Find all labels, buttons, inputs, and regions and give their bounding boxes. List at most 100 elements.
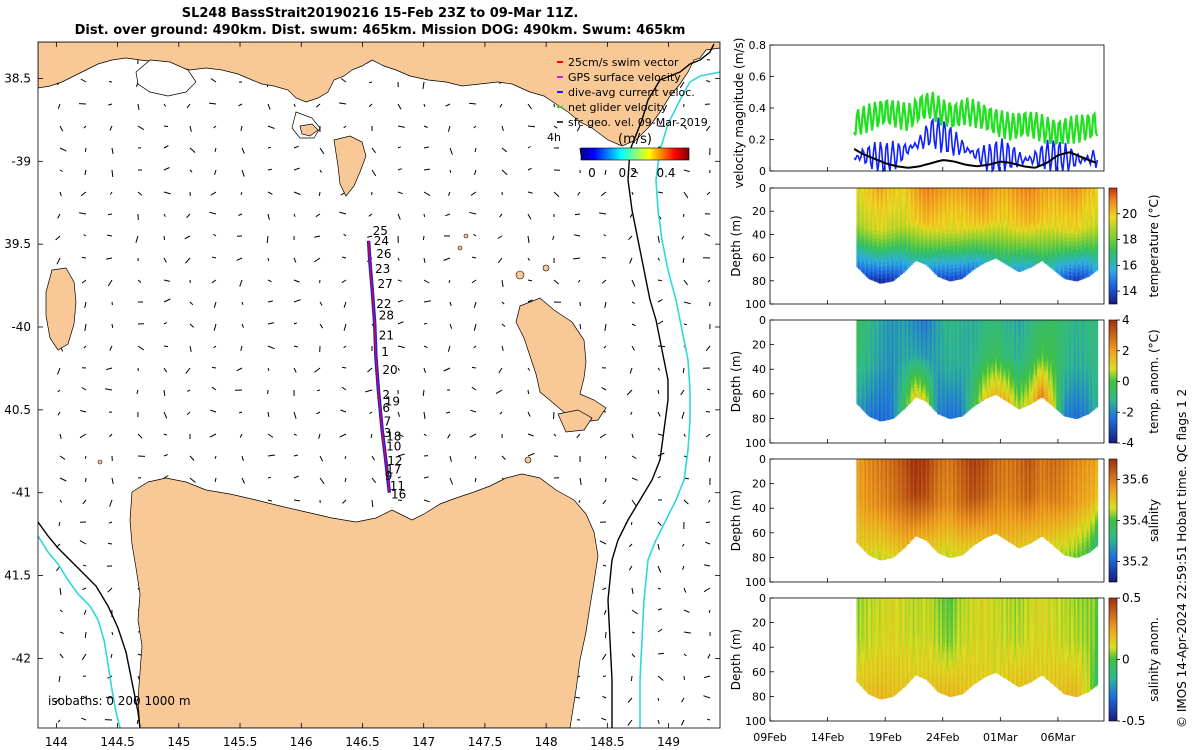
velocity-arrow — [424, 323, 427, 324]
velocity-ytick-label: 0.2 — [749, 134, 767, 147]
velocity-arrow — [706, 412, 710, 413]
velocity-arrow — [112, 632, 113, 635]
isobaths-label: isobaths: 0 200 1000 m — [48, 694, 191, 708]
track-day-label: 16 — [391, 487, 406, 501]
track-day-label: 24 — [374, 234, 389, 248]
island-small — [543, 265, 549, 271]
velocity-arrow — [212, 367, 216, 368]
map-xtick-label: 145.5 — [223, 735, 257, 749]
legend-entry: net glider velocity — [568, 101, 668, 114]
velocity-arrow — [602, 258, 606, 259]
velocity-arrow — [683, 214, 684, 217]
velocity-arrow — [472, 367, 476, 368]
map-xtick-label: 146 — [290, 735, 313, 749]
map-ytick-label: 41.5 — [4, 569, 31, 583]
map-xtick-label: 144 — [45, 735, 68, 749]
velocity-arrow — [137, 720, 138, 724]
track-day-label: 27 — [378, 277, 393, 291]
velocity-arrow — [528, 390, 529, 394]
velocity-arrow — [606, 478, 607, 482]
legend-entry: sfc geo. vel. 09-Mar-2019 — [568, 116, 708, 129]
velocity-arrow — [528, 126, 535, 127]
map-xtick-label: 144.5 — [100, 735, 134, 749]
speed-colorbar — [581, 148, 689, 160]
track-day-label: 6 — [382, 401, 390, 415]
velocity-arrow — [606, 632, 607, 638]
velocity-arrow — [319, 192, 320, 196]
velocity-arrow — [554, 412, 555, 419]
velocity-arrow — [575, 214, 580, 215]
velocity-arrow — [86, 478, 87, 482]
map-xtick-label: 146.5 — [345, 735, 379, 749]
velocity-axis-label: velocity magnitude (m/s) — [732, 38, 746, 189]
velocity-arrow — [82, 257, 86, 258]
colorbar-tick: 0.4 — [656, 166, 675, 180]
velocity-ytick-label: 0.6 — [749, 71, 767, 84]
velocity-arrow — [85, 148, 86, 152]
velocity-arrow — [108, 543, 112, 544]
legend-entry: 25cm/s swim vector — [568, 56, 679, 69]
velocity-arrow — [268, 147, 271, 148]
velocity-arrow — [603, 676, 606, 677]
map-xtick-label: 148 — [535, 735, 558, 749]
velocity-arrow — [268, 169, 272, 170]
velocity-arrow — [706, 522, 710, 523]
legend-entry: dive-avg current veloc. — [568, 86, 695, 99]
legend-time-label: 4h — [547, 131, 561, 144]
legend-entry: GPS surface velocity — [568, 71, 681, 84]
velocity-arrow — [683, 368, 684, 373]
track-day-label: 23 — [375, 262, 390, 276]
velocity-arrow — [164, 236, 165, 240]
map-ytick-label: 39.5 — [4, 237, 31, 251]
track-day-label: 28 — [379, 308, 394, 322]
velocity-arrow — [684, 324, 687, 325]
island-small — [464, 234, 468, 238]
velocity-arrow — [109, 82, 112, 83]
map-ytick-label: -40 — [11, 320, 31, 334]
velocity-ytick-label: 0 — [759, 165, 766, 178]
track-day-label: 20 — [382, 363, 397, 377]
velocity-ytick-label: 0.8 — [749, 39, 767, 52]
map-ytick-label: -42 — [11, 651, 31, 665]
velocity-arrow — [108, 214, 112, 215]
colorbar-tick: 0 — [588, 166, 596, 180]
velocity-arrow — [631, 522, 632, 525]
track-day-label: 21 — [379, 328, 394, 342]
colorbar-tick: 0.2 — [618, 166, 637, 180]
map-xtick-label: 147 — [412, 735, 435, 749]
island-small — [98, 460, 102, 464]
velocity-arrow — [164, 346, 168, 347]
velocity-arrow — [424, 214, 425, 217]
map-xtick-label: 147.5 — [468, 735, 502, 749]
colorbar-unit-label: (m/s) — [618, 132, 652, 147]
track-day-label: 1 — [381, 345, 389, 359]
map-ytick-label: 40.5 — [4, 403, 31, 417]
map-ytick-label: -39 — [11, 154, 31, 168]
velocity-arrow — [85, 632, 86, 638]
velocity-arrow — [342, 367, 346, 368]
map-xtick-label: 149 — [657, 735, 680, 749]
velocity-arrow — [658, 280, 662, 281]
track-day-label: 26 — [376, 247, 391, 261]
velocity-arrow — [709, 610, 710, 613]
island-small — [525, 457, 531, 463]
velocity-arrow — [580, 324, 581, 329]
island-small — [458, 246, 462, 250]
velocity-arrow — [631, 676, 632, 681]
velocity-series-line — [854, 92, 1097, 144]
map-xtick-label: 148.5 — [590, 735, 624, 749]
velocity-arrow — [112, 324, 113, 328]
velocity-arrow — [423, 236, 424, 240]
velocity-ytick-label: 0.4 — [749, 102, 767, 115]
figure-canvas: 25242623272228211202196731810121791116 1… — [0, 0, 1200, 750]
island-small — [516, 271, 524, 279]
velocity-arrow — [164, 126, 168, 127]
map-ytick-label: -41 — [11, 486, 31, 500]
track-day-label: 10 — [386, 439, 401, 453]
velocity-arrow — [317, 390, 320, 391]
map-xtick-label: 145 — [167, 735, 190, 749]
